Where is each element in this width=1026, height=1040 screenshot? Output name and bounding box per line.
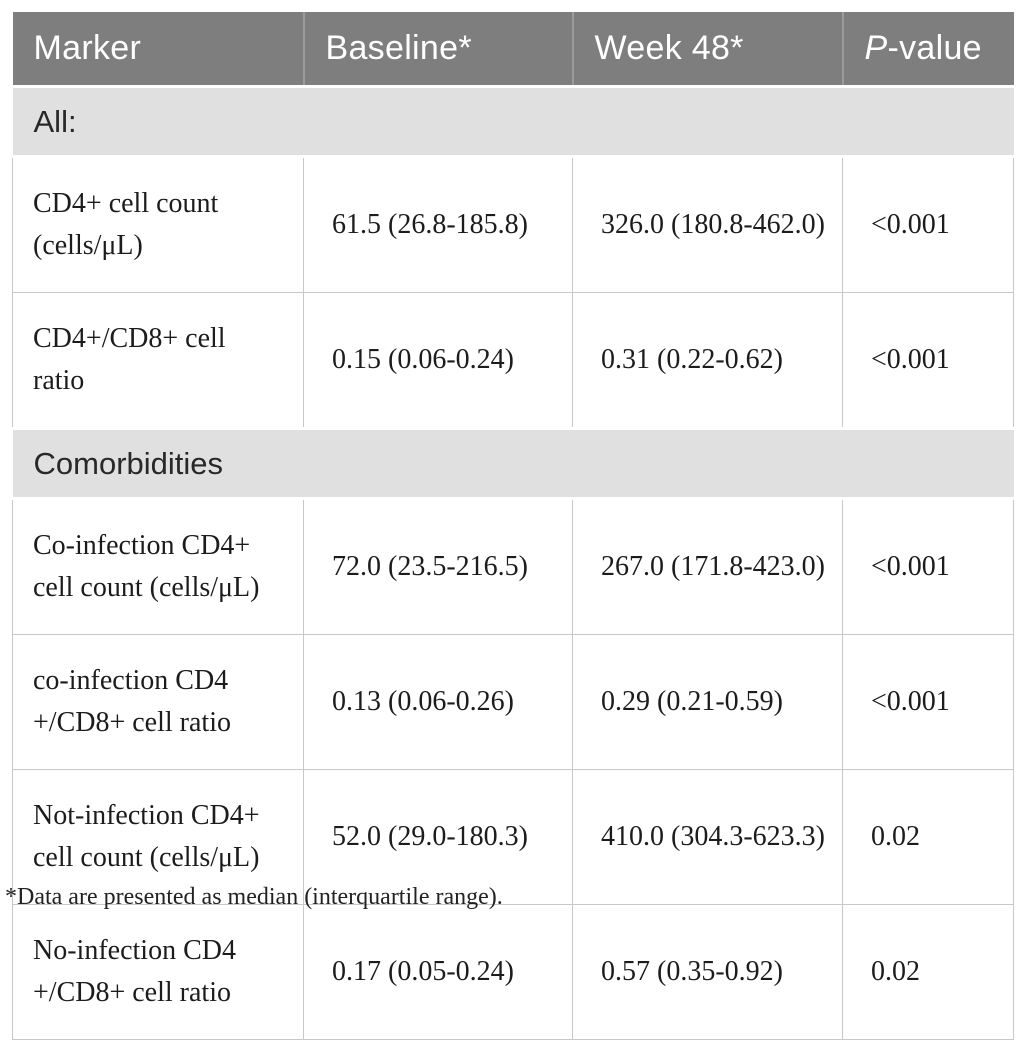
results-table-figure: Marker Baseline* Week 48* P-value All: C…: [12, 12, 1014, 1040]
table-row: Not-infection CD4+ cell count (cells/μL)…: [12, 769, 1014, 905]
table-row: Co-infection CD4+ cell count (cells/μL) …: [12, 498, 1014, 635]
baseline-cell: 0.17 (0.05-0.24): [303, 904, 573, 1040]
marker-cell: No-infection CD4 +/CD8+ cell ratio: [12, 904, 304, 1040]
marker-cell: CD4+/CD8+ cell ratio: [12, 292, 304, 429]
baseline-cell: 61.5 (26.8-185.8): [303, 156, 573, 293]
section-row-all: All:: [12, 85, 1014, 158]
week48-cell: 326.0 (180.8-462.0): [572, 156, 843, 293]
baseline-cell: 52.0 (29.0-180.3): [303, 769, 573, 905]
marker-cell: CD4+ cell count (cells/μL): [12, 156, 304, 293]
marker-cell: Not-infection CD4+ cell count (cells/μL): [12, 769, 304, 905]
column-header-pvalue: P-value: [841, 12, 1014, 87]
section-label-all: All:: [12, 85, 1014, 158]
pvalue-cell: <0.001: [842, 498, 1014, 635]
week48-cell: 0.29 (0.21-0.59): [572, 634, 843, 770]
section-label-comorbidities: Comorbidities: [12, 427, 1014, 500]
pvalue-cell: 0.02: [842, 904, 1014, 1040]
pvalue-italic-p: P: [864, 29, 888, 67]
week48-cell: 0.31 (0.22-0.62): [572, 292, 843, 429]
column-header-marker: Marker: [12, 12, 304, 87]
baseline-cell: 0.13 (0.06-0.26): [303, 634, 573, 770]
baseline-cell: 0.15 (0.06-0.24): [303, 292, 573, 429]
table-row: CD4+ cell count (cells/μL) 61.5 (26.8-18…: [12, 156, 1014, 293]
table-header-row: Marker Baseline* Week 48* P-value: [12, 12, 1014, 87]
marker-cell: Co-infection CD4+ cell count (cells/μL): [12, 498, 304, 635]
table-row: No-infection CD4 +/CD8+ cell ratio 0.17 …: [12, 904, 1014, 1040]
pvalue-cell: 0.02: [842, 769, 1014, 905]
column-header-baseline: Baseline*: [302, 12, 573, 87]
pvalue-cell: <0.001: [842, 156, 1014, 293]
table-row: co-infection CD4 +/CD8+ cell ratio 0.13 …: [12, 634, 1014, 770]
week48-cell: 0.57 (0.35-0.92): [572, 904, 843, 1040]
week48-cell: 267.0 (171.8-423.0): [572, 498, 843, 635]
column-header-week48: Week 48*: [571, 12, 843, 87]
section-row-comorbidities: Comorbidities: [12, 427, 1014, 500]
pvalue-suffix: -value: [887, 29, 982, 67]
pvalue-cell: <0.001: [842, 634, 1014, 770]
table-row: CD4+/CD8+ cell ratio 0.15 (0.06-0.24) 0.…: [12, 292, 1014, 429]
table-footnote: *Data are presented as median (interquar…: [5, 884, 503, 910]
markers-results-table: Marker Baseline* Week 48* P-value All: C…: [12, 12, 1014, 1040]
baseline-cell: 72.0 (23.5-216.5): [303, 498, 573, 635]
week48-cell: 410.0 (304.3-623.3): [572, 769, 843, 905]
marker-cell: co-infection CD4 +/CD8+ cell ratio: [12, 634, 304, 770]
pvalue-cell: <0.001: [842, 292, 1014, 429]
